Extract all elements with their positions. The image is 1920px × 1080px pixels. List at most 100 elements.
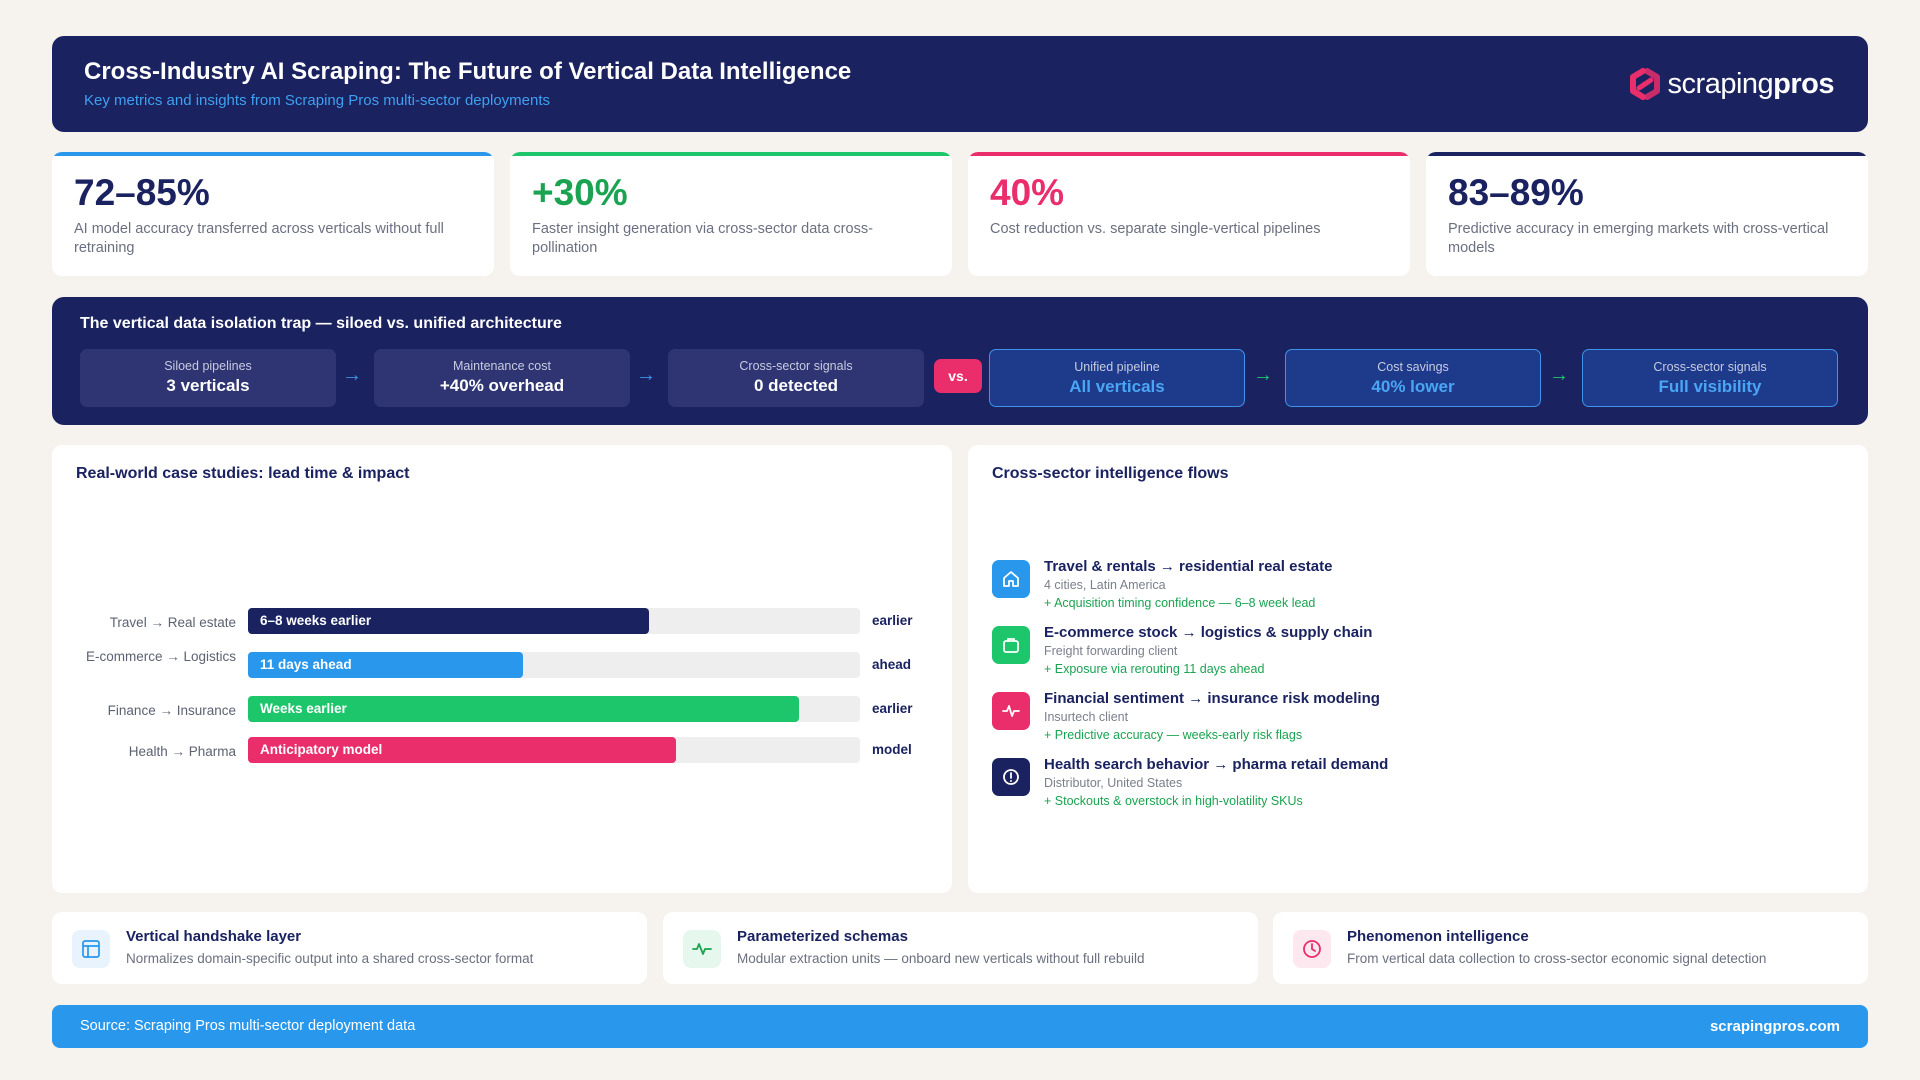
unified-signals-pill: Cross-sector signals Full visibility: [1582, 349, 1838, 407]
briefcase-icon: [992, 626, 1030, 664]
pill-label: Cost savings: [1377, 360, 1449, 374]
pill-value: 0 detected: [753, 376, 839, 395]
isolation-title: The vertical data isolation trap — siloe…: [80, 315, 562, 332]
pill-value: All verticals: [1069, 377, 1165, 396]
kpi-accent-bar: [510, 152, 952, 156]
pill-value: +40% overhead: [439, 376, 565, 395]
pill-value: 40% lower: [1371, 377, 1455, 396]
case-end-label: model: [872, 742, 912, 757]
pulse-icon: [992, 692, 1030, 730]
siloed-signals-pill: Cross-sector signals 0 detected: [668, 349, 924, 407]
case-bar-track: 11 days ahead: [248, 652, 860, 678]
page-subtitle: Key metrics and insights from Scraping P…: [84, 92, 551, 109]
kpi-description: Cost reduction vs. separate single-verti…: [990, 221, 1321, 237]
feature-description: Normalizes domain-specific output into a…: [126, 951, 534, 966]
maintenance-cost-pill: Maintenance cost +40% overhead: [374, 349, 630, 407]
case-bar-fill: 6–8 weeks earlier: [248, 608, 649, 634]
case-bar-fill: 11 days ahead: [248, 652, 524, 678]
arrow-right-icon: →: [1549, 364, 1569, 386]
case-label: Health → Pharma: [128, 744, 236, 759]
kpi-accent-bar: [1426, 152, 1868, 156]
feature-card-handshake: Vertical handshake layer Normalizes doma…: [52, 912, 647, 984]
flow-result: + Stockouts & overstock in high-volatili…: [1044, 794, 1303, 808]
feature-description: From vertical data collection to cross-s…: [1347, 951, 1767, 966]
pill-label: Siloed pipelines: [164, 359, 252, 373]
kpi-card-faster-insight: +30% Faster insight generation via cross…: [510, 152, 952, 276]
cost-savings-pill: Cost savings 40% lower: [1285, 349, 1541, 407]
flow-result: + Predictive accuracy — weeks-early risk…: [1044, 728, 1303, 742]
kpi-accent-bar: [52, 152, 494, 156]
flow-title: E-commerce stock → logistics & supply ch…: [1044, 624, 1373, 641]
flow-title: Financial sentiment → insurance risk mod…: [1044, 690, 1380, 707]
case-bar-fill: Weeks earlier: [248, 696, 799, 722]
pill-label: Cross-sector signals: [1653, 360, 1767, 374]
footer-source: Source: Scraping Pros multi-sector deplo…: [80, 1018, 416, 1034]
kpi-accent-bar: [968, 152, 1410, 156]
kpi-description: Predictive accuracy in emerging markets …: [1448, 221, 1829, 256]
kpi-card-predictive-accuracy: 83–89% Predictive accuracy in emerging m…: [1426, 152, 1868, 276]
case-bar-text: Weeks earlier: [260, 701, 347, 716]
pill-label: Cross-sector signals: [739, 359, 853, 373]
flow-item-travel: Travel & rentals → residential real esta…: [992, 558, 1792, 620]
footer-site-link[interactable]: scrapingpros.com: [1709, 1018, 1840, 1035]
flow-item-health: Health search behavior → pharma retail d…: [992, 756, 1792, 818]
layout-icon: [72, 930, 110, 968]
case-end-label: earlier: [872, 613, 913, 628]
flow-result: + Acquisition timing confidence — 6–8 we…: [1044, 596, 1316, 610]
intelligence-flows-panel: Cross-sector intelligence flows Travel &…: [968, 445, 1868, 893]
case-label: E-commerce → Logistics: [85, 649, 236, 664]
flow-title: Travel & rentals → residential real esta…: [1044, 558, 1333, 575]
flow-title: Health search behavior → pharma retail d…: [1044, 756, 1389, 773]
brand-logo[interactable]: scrapingpros: [1626, 66, 1834, 102]
pill-label: Unified pipeline: [1074, 360, 1160, 374]
case-bar-track: Anticipatory model: [248, 737, 860, 763]
clock-icon: [1293, 930, 1331, 968]
alert-icon: [992, 758, 1030, 796]
case-bar-text: Anticipatory model: [260, 742, 383, 757]
flow-subtitle: Freight forwarding client: [1044, 644, 1178, 658]
pulse-icon: [683, 930, 721, 968]
case-studies-title: Real-world case studies: lead time & imp…: [76, 465, 410, 482]
kpi-description: Faster insight generation via cross-sect…: [532, 221, 873, 256]
feature-description: Modular extraction units — onboard new v…: [737, 951, 1145, 966]
kpi-value: 40%: [990, 172, 1065, 213]
flow-item-ecommerce: E-commerce stock → logistics & supply ch…: [992, 624, 1792, 686]
home-icon: [992, 560, 1030, 598]
logo-mark-icon: [1629, 68, 1660, 100]
case-bar-track: 6–8 weeks earlier: [248, 608, 860, 634]
logo-wordmark: scrapingpros: [1667, 67, 1835, 100]
feature-title: Parameterized schemas: [737, 928, 908, 945]
kpi-card-accuracy-transfer: 72–85% AI model accuracy transferred acr…: [52, 152, 494, 276]
siloed-pipelines-pill: Siloed pipelines 3 verticals: [80, 349, 336, 407]
isolation-comparison-panel: The vertical data isolation trap — siloe…: [52, 297, 1868, 425]
header-banner: Cross-Industry AI Scraping: The Future o…: [52, 36, 1868, 132]
case-bar-text: 11 days ahead: [260, 657, 352, 672]
kpi-card-cost-reduction: 40% Cost reduction vs. separate single-v…: [968, 152, 1410, 276]
case-end-label: earlier: [872, 701, 913, 716]
unified-pipeline-pill: Unified pipeline All verticals: [989, 349, 1245, 407]
pill-value: 3 verticals: [166, 376, 250, 395]
flows-title: Cross-sector intelligence flows: [992, 465, 1229, 482]
versus-badge: vs.: [934, 359, 982, 393]
arrow-right-icon: →: [636, 364, 656, 386]
case-end-label: ahead: [872, 657, 912, 672]
case-bar-fill: Anticipatory model: [248, 737, 677, 763]
page-title: Cross-Industry AI Scraping: The Future o…: [84, 58, 852, 85]
arrow-right-icon: →: [1253, 364, 1273, 386]
arrow-right-icon: →: [342, 364, 362, 386]
feature-title: Vertical handshake layer: [126, 928, 302, 945]
pill-value: Full visibility: [1658, 377, 1762, 396]
case-bar-track: Weeks earlier: [248, 696, 860, 722]
case-label: Finance → Insurance: [107, 703, 236, 718]
footer-bar: Source: Scraping Pros multi-sector deplo…: [52, 1005, 1868, 1048]
feature-card-phenomenon: Phenomenon intelligence From vertical da…: [1273, 912, 1868, 984]
kpi-value: +30%: [532, 172, 628, 213]
flow-subtitle: 4 cities, Latin America: [1044, 578, 1166, 592]
pill-label: Maintenance cost: [453, 359, 551, 373]
flow-item-finance: Financial sentiment → insurance risk mod…: [992, 690, 1792, 752]
feature-card-schemas: Parameterized schemas Modular extraction…: [663, 912, 1258, 984]
case-label: Travel → Real estate: [109, 615, 236, 630]
flow-result: + Exposure via rerouting 11 days ahead: [1044, 662, 1265, 676]
flow-subtitle: Distributor, United States: [1044, 776, 1183, 790]
flow-subtitle: Insurtech client: [1044, 710, 1129, 724]
